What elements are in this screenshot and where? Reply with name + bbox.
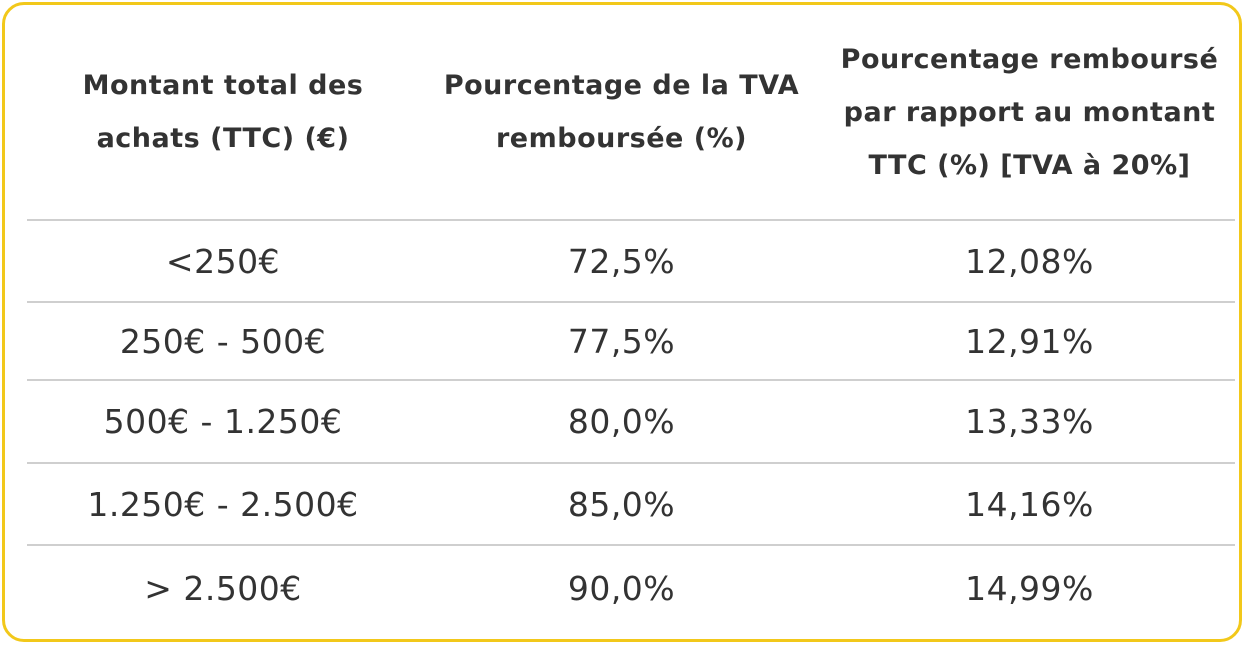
cell-purchase-amount: 250€ - 500€ [119,321,327,361]
table-row: 250€ - 500€ 77,5% 12,91% [27,303,1235,381]
table-row: 1.250€ - 2.500€ 85,0% 14,16% [27,464,1235,546]
cell-refund-vs-ttc-percentage: 14,16% [965,484,1094,524]
cell-refund-vs-ttc-percentage: 13,33% [965,402,1094,441]
table-header-row: Montant total des achats (TTC) (€) Pourc… [27,5,1235,221]
cell-refund-vs-ttc-percentage: 14,99% [965,568,1094,608]
cell-vat-refund-percentage: 72,5% [567,241,676,281]
column-header-purchase-amount: Montant total des achats (TTC) (€) [82,70,364,154]
cell-purchase-amount: > 2.500€ [144,568,302,608]
cell-purchase-amount: 1.250€ - 2.500€ [87,484,359,524]
cell-vat-refund-percentage: 90,0% [567,568,676,608]
cell-vat-refund-percentage: 80,0% [567,402,676,441]
cell-refund-vs-ttc-percentage: 12,91% [965,321,1094,361]
cell-purchase-amount: <250€ [165,241,281,281]
cell-vat-refund-percentage: 77,5% [567,321,676,361]
table-row: > 2.500€ 90,0% 14,99% [27,546,1235,630]
cell-refund-vs-ttc-percentage: 12,08% [965,241,1094,281]
vat-refund-table: Montant total des achats (TTC) (€) Pourc… [27,5,1235,630]
cell-purchase-amount: 500€ - 1.250€ [103,402,343,441]
column-header-vat-refund-percentage: Pourcentage de la TVA remboursée (%) [443,70,800,154]
table-card: Montant total des achats (TTC) (€) Pourc… [2,2,1242,642]
table-row: <250€ 72,5% 12,08% [27,221,1235,303]
cell-vat-refund-percentage: 85,0% [567,484,676,524]
table-row: 500€ - 1.250€ 80,0% 13,33% [27,381,1235,464]
column-header-refund-vs-ttc-percentage: Pourcentage remboursé par rapport au mon… [840,43,1219,181]
